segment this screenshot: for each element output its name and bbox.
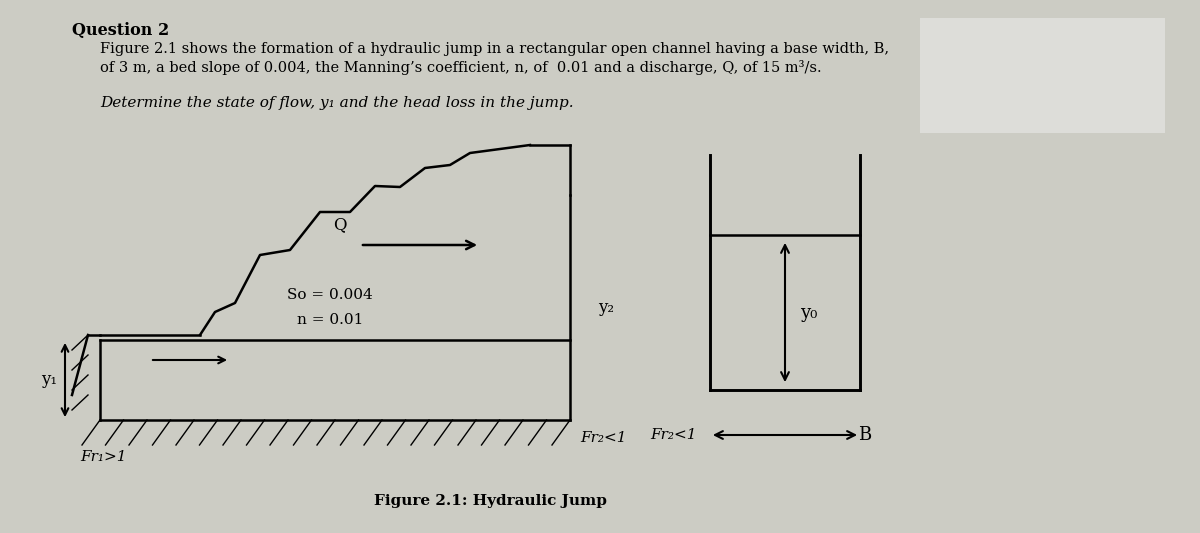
Text: y₀: y₀: [800, 303, 817, 321]
Text: Fr₂<1: Fr₂<1: [650, 428, 696, 442]
FancyBboxPatch shape: [920, 18, 1165, 133]
Text: Figure 2.1: Hydraulic Jump: Figure 2.1: Hydraulic Jump: [373, 494, 606, 508]
Text: Question 2: Question 2: [72, 22, 169, 39]
Text: B: B: [858, 426, 871, 444]
Text: So = 0.004: So = 0.004: [287, 288, 373, 302]
Text: Figure 2.1 shows the formation of a hydraulic jump in a rectangular open channel: Figure 2.1 shows the formation of a hydr…: [100, 42, 889, 56]
Text: y₁: y₁: [41, 372, 58, 389]
Text: n = 0.01: n = 0.01: [296, 313, 364, 327]
Text: of 3 m, a bed slope of 0.004, the Manning’s coefficient, n, of  0.01 and a disch: of 3 m, a bed slope of 0.004, the Mannin…: [100, 60, 822, 75]
Text: Fr₁>1: Fr₁>1: [80, 450, 126, 464]
Text: Determine the state of flow, y₁ and the head loss in the jump.: Determine the state of flow, y₁ and the …: [100, 96, 574, 110]
Text: Q: Q: [334, 216, 347, 233]
Text: y₂: y₂: [598, 299, 614, 316]
Text: Fr₂<1: Fr₂<1: [580, 431, 626, 445]
